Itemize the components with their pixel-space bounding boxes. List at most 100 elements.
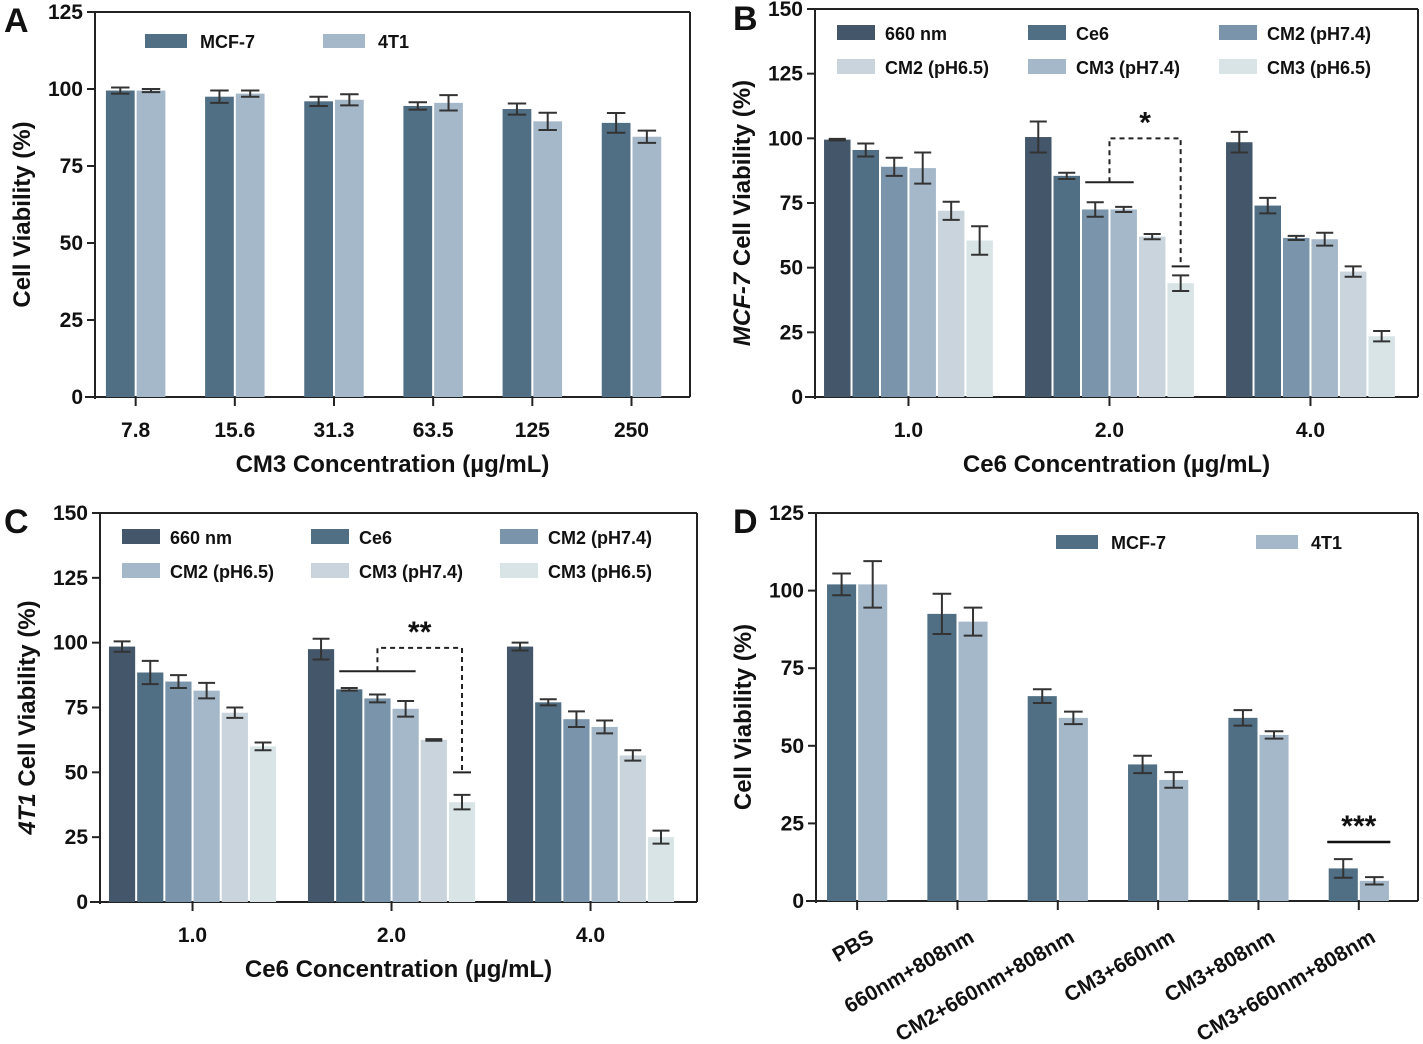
panel-letter: D (733, 503, 758, 541)
x-tick-label: PBS (829, 925, 878, 967)
bar (966, 240, 993, 397)
legend-label: CM3 (pH6.5) (1267, 58, 1371, 78)
legend-label: Ce6 (1076, 24, 1109, 44)
legend-label: 660 nm (170, 528, 232, 548)
x-tick-label: 7.8 (121, 419, 151, 442)
bar (1311, 239, 1338, 397)
y-tick-label: 100 (53, 632, 88, 655)
legend-swatch (1219, 25, 1257, 40)
y-tick-label: 25 (65, 826, 89, 849)
y-tick-label: 75 (780, 192, 804, 215)
bar (1053, 175, 1080, 397)
legend-label: CM3 (pH7.4) (1076, 58, 1180, 78)
bar (448, 802, 476, 902)
x-tick-label: 250 (614, 419, 649, 442)
panel-letter: C (4, 503, 29, 541)
x-tick-label: CM3+660nm+808nm (1193, 925, 1379, 1044)
y-tick-label: 25 (60, 309, 84, 332)
bar (1339, 271, 1367, 397)
bar (1368, 336, 1395, 397)
bar (434, 102, 463, 398)
y-tick-label: 50 (780, 257, 803, 280)
legend-label: Ce6 (359, 528, 392, 548)
legend-swatch (145, 34, 187, 48)
bar (307, 649, 335, 902)
bar (136, 90, 166, 397)
panel-a: A 0 25 50 75 100 125 Cell Viability (%) 7.8 15.6 3… (4, 1, 691, 478)
y-tick-label: 50 (60, 232, 83, 255)
y-axis-title-spacer (729, 266, 756, 273)
bar (105, 90, 135, 397)
bar (334, 99, 364, 397)
y-tick-label: 75 (781, 657, 805, 680)
bar (647, 837, 675, 902)
legend-label: 4T1 (1311, 533, 1342, 553)
bar (137, 672, 164, 902)
legend-label: MCF-7 (200, 32, 255, 52)
y-axis-title: Cell Viability (%) (9, 121, 36, 307)
legend-swatch (1028, 59, 1066, 74)
bar (619, 755, 646, 902)
legend-label: CM3 (pH7.4) (359, 562, 463, 582)
legend-label: CM2 (pH6.5) (170, 562, 274, 582)
y-tick-label: 125 (768, 63, 803, 86)
y-tick-label: 75 (65, 697, 89, 720)
significance-label: ** (408, 616, 432, 649)
y-tick-label: 75 (60, 155, 84, 178)
legend-swatch (500, 529, 538, 544)
bar (221, 712, 248, 902)
y-axis-title-spacer (14, 787, 41, 794)
x-axis-title: Ce6 Concentration (µg/mL) (245, 956, 552, 983)
legend-label: 660 nm (885, 24, 947, 44)
x-tick-label: CM2+660nm+808nm (892, 925, 1078, 1044)
y-axis-title: 4T1 Cell Viability (%) (14, 600, 41, 835)
bar (420, 739, 447, 902)
legend-swatch (311, 563, 349, 578)
bar (1226, 142, 1253, 397)
bar (1259, 734, 1289, 901)
bar (1025, 137, 1052, 398)
legend-swatch (1256, 535, 1298, 549)
panel-letter: B (733, 0, 758, 38)
bar (824, 139, 851, 398)
y-tick-label: 0 (791, 386, 803, 409)
legend-label: CM2 (pH7.4) (548, 528, 652, 548)
bar (909, 168, 936, 397)
y-tick-label: 125 (48, 1, 83, 24)
legend-swatch (1219, 59, 1257, 74)
bar (535, 702, 562, 902)
significance-label: * (1139, 106, 1151, 139)
legend-label: CM2 (pH6.5) (885, 58, 989, 78)
y-tick-label: 125 (53, 567, 88, 590)
y-tick-label: 150 (768, 0, 803, 21)
y-tick-label: 100 (48, 78, 83, 101)
bar (1282, 237, 1310, 397)
y-tick-label: 0 (71, 386, 83, 409)
significance-label: *** (1341, 810, 1376, 843)
bar (108, 646, 136, 902)
bar (304, 101, 333, 397)
bar (601, 122, 631, 397)
legend-swatch (500, 563, 538, 578)
y-axis-title-text: Cell Viability (%) (730, 624, 757, 810)
bar (364, 698, 391, 902)
bar (1027, 696, 1057, 901)
bar (205, 96, 234, 397)
y-axis-title-text: Cell Viability (%) (729, 80, 756, 266)
legend-swatch (122, 529, 160, 544)
bar (193, 690, 220, 902)
bar (533, 121, 563, 397)
bar (563, 719, 590, 902)
bar (1058, 717, 1088, 901)
bar (1359, 880, 1389, 901)
x-tick-label: CM3+660nm (1060, 925, 1178, 1006)
bar (958, 621, 988, 901)
y-tick-label: 0 (76, 891, 88, 914)
bar (249, 746, 277, 902)
y-axis-title: MCF-7 Cell Viability (%) (729, 80, 756, 346)
bar (858, 584, 888, 901)
bar (1110, 209, 1137, 397)
y-axis-title-text: Cell Viability (%) (14, 600, 41, 786)
